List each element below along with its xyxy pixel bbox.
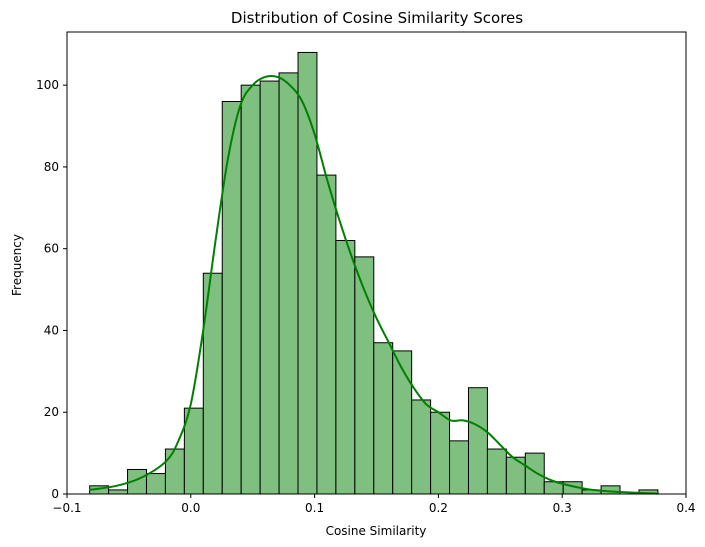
bars-group — [89, 51, 659, 495]
chart-title: Distribution of Cosine Similarity Scores — [231, 9, 523, 27]
histogram-bar — [449, 440, 469, 495]
histogram-bar — [278, 72, 299, 495]
histogram-bar — [486, 448, 507, 495]
histogram-bar — [164, 448, 185, 495]
x-tick-label: 0.0 — [181, 501, 200, 515]
x-axis-label: Cosine Similarity — [326, 524, 427, 538]
x-tick-label: −0.1 — [52, 501, 81, 515]
y-tick-label: 0 — [51, 487, 59, 501]
kde-curve — [89, 74, 659, 495]
histogram-bar — [373, 342, 394, 495]
histogram-bar — [335, 240, 356, 495]
histogram-bar — [467, 387, 488, 495]
histogram-bar — [145, 473, 166, 495]
histogram-bar — [108, 489, 129, 495]
x-axis: −0.1 0.0 0.1 0.2 0.3 0.4 — [52, 494, 696, 515]
histogram-bar — [524, 452, 545, 495]
y-tick-label: 40 — [44, 323, 59, 337]
y-tick-label: 60 — [44, 242, 59, 256]
x-tick-label: 0.4 — [676, 501, 695, 515]
plot-frame — [66, 31, 687, 495]
histogram-bar — [297, 51, 318, 495]
y-tick-label: 80 — [44, 160, 59, 174]
histogram-bar — [240, 84, 261, 495]
y-tick-label: 20 — [44, 405, 59, 419]
histogram-bar — [316, 174, 337, 495]
histogram-bar — [259, 80, 280, 495]
y-axis-label: Frequency — [10, 234, 24, 296]
histogram-bar — [392, 350, 413, 495]
y-axis: 0 20 40 60 80 100 — [36, 78, 67, 501]
x-tick-label: 0.1 — [305, 501, 324, 515]
x-tick-label: 0.2 — [429, 501, 448, 515]
y-tick-label: 100 — [36, 78, 59, 92]
histogram-bar — [221, 101, 242, 495]
histogram-bar — [430, 411, 451, 495]
x-tick-label: 0.3 — [553, 501, 572, 515]
histogram-bar — [411, 399, 432, 495]
histogram-bar — [183, 407, 204, 495]
